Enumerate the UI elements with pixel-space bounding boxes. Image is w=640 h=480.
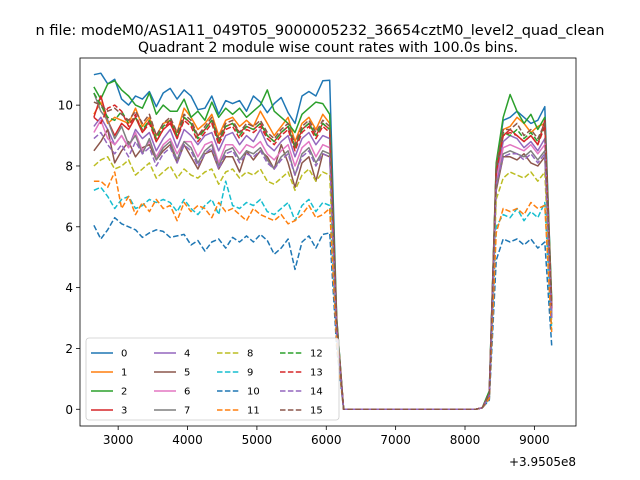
- legend-label-14: 14: [310, 387, 323, 398]
- x-tick-label: 5000: [242, 433, 273, 447]
- legend-label-11: 11: [247, 406, 260, 417]
- legend-label-3: 3: [121, 406, 127, 417]
- series-layer: [93, 72, 553, 411]
- legend-label-1: 1: [121, 368, 127, 379]
- series-line-10: [93, 216, 553, 411]
- y-tick-label: 0: [65, 403, 73, 417]
- legend-label-12: 12: [310, 349, 323, 360]
- y-tick-label: 8: [65, 159, 73, 173]
- legend-label-4: 4: [184, 349, 190, 360]
- x-axis: 3000 4000 5000 6000 7000 8000 9000: [103, 426, 550, 447]
- y-axis: 0 2 4 6 8 10: [58, 99, 80, 417]
- legend-label-7: 7: [184, 406, 190, 417]
- legend-label-8: 8: [247, 349, 253, 360]
- legend-label-10: 10: [247, 387, 260, 398]
- x-tick-label: 4000: [172, 433, 203, 447]
- x-tick-label: 9000: [519, 433, 550, 447]
- x-tick-label: 7000: [380, 433, 411, 447]
- legend-label-2: 2: [121, 387, 127, 398]
- legend-label-9: 9: [247, 368, 253, 379]
- x-tick-label: 6000: [311, 433, 342, 447]
- y-tick-label: 6: [65, 220, 73, 234]
- x-offset-label: +3.9505e8: [509, 455, 576, 469]
- plot-frame: [79, 57, 577, 427]
- chart-title: Quadrant 2 module wise count rates with …: [138, 40, 518, 56]
- x-tick-label: 8000: [450, 433, 481, 447]
- y-tick-label: 10: [58, 99, 73, 113]
- y-tick-label: 4: [65, 281, 73, 295]
- series-line-14: [93, 131, 553, 411]
- legend-label-0: 0: [121, 349, 127, 360]
- legend-label-15: 15: [310, 406, 323, 417]
- legend-label-6: 6: [184, 387, 190, 398]
- y-tick-label: 2: [65, 342, 73, 356]
- x-tick-label: 3000: [103, 433, 134, 447]
- legend-label-13: 13: [310, 368, 323, 379]
- figure-suptitle: n file: modeM0/AS1A11_049T05_9000005232_…: [36, 23, 605, 39]
- legend-box: [85, 337, 340, 421]
- legend-label-5: 5: [184, 368, 190, 379]
- series-line-15: [93, 101, 553, 411]
